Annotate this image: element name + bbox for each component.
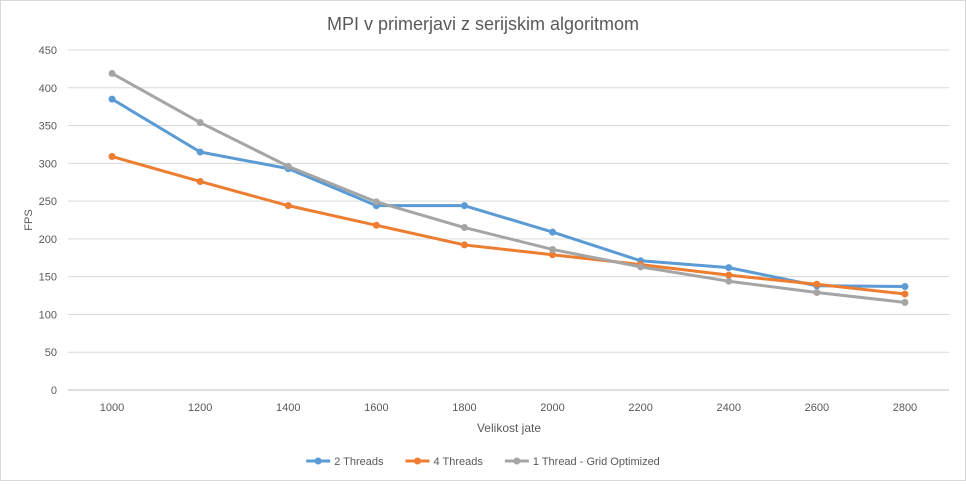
data-point xyxy=(372,221,380,229)
x-tick-label: 2600 xyxy=(805,402,829,414)
legend-marker xyxy=(513,457,521,465)
data-point xyxy=(196,148,204,156)
data-point xyxy=(549,245,557,253)
data-point xyxy=(196,119,204,127)
data-point xyxy=(549,228,557,236)
y-axis-label: FPS xyxy=(23,209,35,230)
data-point xyxy=(901,298,909,306)
x-tick-label: 1800 xyxy=(452,402,476,414)
x-axis-label: Velikost jate xyxy=(477,421,541,435)
data-point xyxy=(460,241,468,249)
y-tick-label: 400 xyxy=(39,83,57,95)
series-line xyxy=(110,97,907,288)
x-tick-label: 2200 xyxy=(628,402,652,414)
legend-label: 1 Thread - Grid Optimized xyxy=(533,456,660,468)
data-point xyxy=(460,224,468,232)
legend-marker xyxy=(314,457,322,465)
data-point xyxy=(637,263,645,271)
legend-item[interactable]: 1 Thread - Grid Optimized xyxy=(504,456,660,468)
legend-label: 2 Threads xyxy=(334,456,384,468)
series-line xyxy=(110,71,907,304)
x-tick-label: 2400 xyxy=(717,402,741,414)
y-tick-label: 0 xyxy=(51,385,57,397)
x-tick-label: 2800 xyxy=(893,402,917,414)
data-point xyxy=(725,277,733,285)
y-tick-label: 250 xyxy=(39,196,57,208)
y-tick-label: 300 xyxy=(39,158,57,170)
data-point xyxy=(196,177,204,185)
series-1-thread-grid-optimized xyxy=(108,69,909,306)
data-point xyxy=(372,198,380,206)
series-line xyxy=(110,155,907,296)
series-2-threads xyxy=(108,95,909,290)
chart-title: MPI v primerjavi z serijskim algoritmom xyxy=(327,14,639,34)
y-axis-tick-labels: 0 50 100 150 200 250 300 350 400 450 xyxy=(39,45,57,397)
x-tick-label: 1600 xyxy=(364,402,388,414)
legend-marker xyxy=(414,457,422,465)
legend: 2 Threads 4 Threads 1 Thread - Grid Optimi… xyxy=(306,456,660,468)
data-point xyxy=(813,289,821,297)
y-tick-label: 200 xyxy=(39,234,57,246)
legend-item[interactable]: 4 Threads xyxy=(405,456,484,468)
data-point xyxy=(901,290,909,298)
x-axis-tick-labels: 1000 1200 1400 1600 1800 2000 2200 2400 2600 2800 xyxy=(100,402,917,414)
y-tick-label: 50 xyxy=(45,347,57,359)
x-tick-label: 1200 xyxy=(188,402,212,414)
legend-item[interactable]: 2 Threads xyxy=(306,456,384,468)
data-point xyxy=(549,251,557,259)
data-point xyxy=(813,280,821,288)
data-point xyxy=(108,153,116,161)
x-tick-label: 1400 xyxy=(276,402,300,414)
y-tick-label: 150 xyxy=(39,272,57,284)
data-point xyxy=(460,202,468,210)
y-tick-label: 350 xyxy=(39,121,57,133)
x-tick-label: 2000 xyxy=(540,402,564,414)
series-lines xyxy=(108,69,909,306)
y-tick-label: 450 xyxy=(39,45,57,57)
data-point xyxy=(725,264,733,272)
data-point xyxy=(284,162,292,170)
data-point xyxy=(108,69,116,77)
data-point xyxy=(901,282,909,290)
series-4-threads xyxy=(108,153,909,298)
data-point xyxy=(725,271,733,279)
legend-label: 4 Threads xyxy=(434,456,484,468)
data-point xyxy=(108,95,116,103)
y-tick-label: 100 xyxy=(39,309,57,321)
x-tick-label: 1000 xyxy=(100,402,124,414)
data-point xyxy=(284,202,292,210)
